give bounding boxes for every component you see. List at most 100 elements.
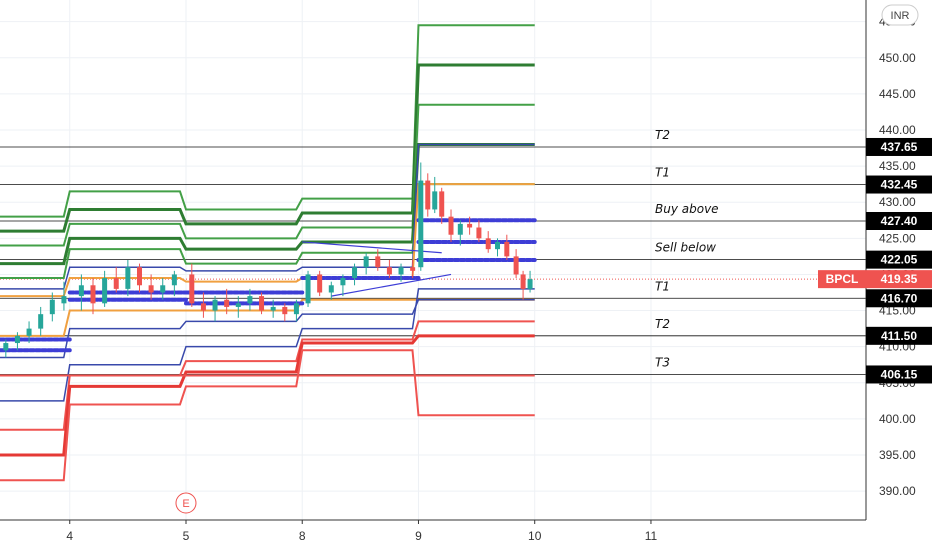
y-tick-label: 390.00 xyxy=(879,484,916,498)
y-tick-label: 395.00 xyxy=(879,448,916,462)
candle-body xyxy=(102,278,108,304)
price-tag-label: 411.50 xyxy=(881,329,917,343)
currency-badge[interactable]: INR xyxy=(881,4,919,26)
candle-body xyxy=(328,285,334,293)
step-series xyxy=(0,334,535,457)
y-tick-label: 435.00 xyxy=(879,159,916,173)
candle-body xyxy=(457,223,463,235)
candle-body xyxy=(247,296,253,304)
candle-body xyxy=(189,274,195,304)
step-series xyxy=(0,183,535,298)
candle-body xyxy=(398,267,404,275)
candle-body xyxy=(78,285,84,297)
candle-body xyxy=(235,303,241,307)
x-tick-label: 10 xyxy=(528,529,542,543)
price-tag-label: 432.45 xyxy=(881,178,918,192)
y-tick-label: 440.00 xyxy=(879,123,916,137)
step-series xyxy=(0,349,535,482)
step-series xyxy=(0,298,535,359)
candle-body xyxy=(61,296,67,304)
candle-body xyxy=(467,223,473,228)
candle-body xyxy=(171,274,177,286)
x-tick-label: 4 xyxy=(66,529,73,543)
candle-body xyxy=(520,274,526,289)
step-series xyxy=(0,63,535,233)
candle-body xyxy=(282,306,288,315)
candle-body xyxy=(317,274,323,293)
x-tick-label: 9 xyxy=(415,529,422,543)
candle-body xyxy=(352,267,358,279)
level-annotations: T2 T1 Buy above Sell below T1 T2 T3 xyxy=(655,128,719,370)
candle-body xyxy=(340,278,346,286)
candle-body xyxy=(439,191,445,217)
level-annotation: T2 xyxy=(655,317,670,331)
level-annotation: Buy above xyxy=(655,202,719,216)
level-annotation: T1 xyxy=(655,166,670,180)
step-series xyxy=(0,183,535,280)
price-tag xyxy=(866,212,932,230)
x-tick-label: 8 xyxy=(299,529,306,543)
candle-body xyxy=(200,303,206,311)
candle-body xyxy=(26,328,32,336)
price-tag xyxy=(866,137,932,156)
step-series xyxy=(0,142,535,266)
price-tag-label: 416.70 xyxy=(881,291,918,305)
currency-label: INR xyxy=(891,10,910,22)
event-marker-label: E xyxy=(182,498,189,510)
candle-body xyxy=(259,296,265,311)
candles xyxy=(3,162,533,358)
price-tags: 437.65 432.45 427.40 422.05 416.70 411.50 406.… xyxy=(818,137,932,384)
candle-body xyxy=(513,256,519,275)
symbol-tag xyxy=(818,270,866,289)
candle-body xyxy=(136,267,142,286)
candle-body xyxy=(495,241,501,250)
candle-body xyxy=(38,314,44,329)
candle-body xyxy=(418,180,424,268)
candle-body xyxy=(270,306,276,311)
price-tag xyxy=(866,250,932,269)
price-tag-label: 427.40 xyxy=(881,214,918,228)
candle-body xyxy=(410,267,416,271)
candle-body xyxy=(113,278,119,289)
last-price-tag xyxy=(866,270,932,289)
candle-body xyxy=(224,299,230,307)
event-marker-circle xyxy=(175,492,197,514)
step-series xyxy=(0,288,535,402)
y-tick-label: 430.00 xyxy=(879,195,916,209)
step-series xyxy=(0,143,535,290)
candle-body xyxy=(504,241,510,257)
candle-body xyxy=(386,267,392,275)
candle-body xyxy=(14,335,20,344)
level-annotation: Sell below xyxy=(655,241,716,255)
price-tag xyxy=(866,289,932,308)
candle-body xyxy=(212,299,218,311)
x-axis[interactable]: 4 5 8 9 10 11 xyxy=(0,519,866,543)
price-tag-label: 422.05 xyxy=(881,253,918,267)
candle-body xyxy=(90,285,96,304)
level-annotation: T1 xyxy=(655,279,670,293)
candle-body xyxy=(476,227,482,239)
trendline xyxy=(331,273,452,297)
candle-body xyxy=(485,238,491,250)
level-annotation: T2 xyxy=(655,128,670,142)
candle-body xyxy=(160,285,166,293)
candle-body xyxy=(49,299,55,315)
step-series xyxy=(0,103,535,247)
level-annotation: T3 xyxy=(655,355,670,369)
price-tag-label: 406.15 xyxy=(881,367,918,381)
event-marker[interactable]: E xyxy=(175,492,197,514)
y-tick-label: 425.00 xyxy=(879,231,916,245)
candle-body xyxy=(293,303,299,315)
price-tag xyxy=(866,326,932,345)
indicator-series xyxy=(0,24,535,482)
candle-body xyxy=(125,267,131,289)
candle-body xyxy=(148,285,154,293)
candle-body xyxy=(425,180,431,210)
x-tick-label: 5 xyxy=(183,529,190,543)
candle-body xyxy=(363,256,369,268)
last-price-label: 419.35 xyxy=(881,272,918,286)
price-tag xyxy=(866,365,932,384)
y-tick-label: 400.00 xyxy=(879,412,916,426)
price-tag xyxy=(866,175,932,194)
